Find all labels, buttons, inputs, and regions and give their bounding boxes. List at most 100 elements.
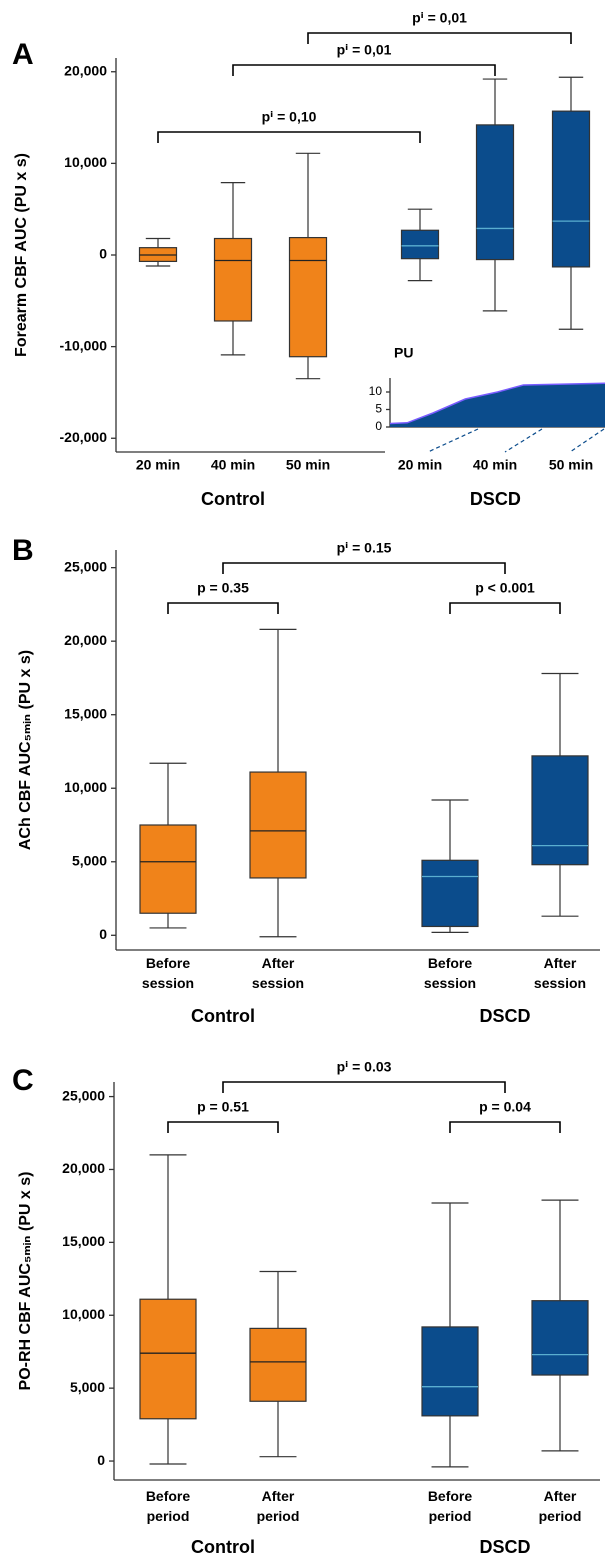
box — [138, 237, 178, 267]
group-label: DSCD — [479, 1537, 530, 1557]
connector — [504, 428, 543, 453]
box-body — [551, 110, 591, 268]
x-tick-label: After period — [539, 1488, 582, 1524]
y-axis-label: ACh CBF AUC₅ₘᵢₙ (PU x s) — [17, 650, 34, 850]
x-tick-label: Before period — [428, 1488, 473, 1524]
y-tick-label: 15,000 — [62, 1233, 105, 1249]
y-tick-label: 15,000 — [64, 705, 107, 721]
y-tick-label: 0 — [99, 926, 107, 942]
y-tick-label: 25,000 — [62, 1087, 105, 1103]
group-label: Control — [201, 489, 265, 509]
significance-bracket — [222, 1081, 506, 1093]
y-tick-label: 10,000 — [62, 1306, 105, 1322]
significance-bracket — [232, 64, 496, 76]
y-axis-label: PO-RH CBF AUC₅ₘᵢₙ (PU x s) — [17, 1172, 34, 1391]
x-tick-label: After session — [252, 955, 304, 991]
x-tick-label: 20 min — [136, 457, 180, 473]
inset-connectors — [427, 428, 605, 453]
significance-bracket — [167, 602, 279, 614]
panel-letter: A — [12, 38, 34, 71]
group-label: DSCD — [479, 1006, 530, 1026]
p-value-label: pⁱ = 0,01 — [412, 10, 467, 26]
p-value-label: pⁱ = 0.15 — [337, 540, 392, 556]
box — [288, 152, 328, 380]
box — [475, 78, 515, 312]
y-tick-label: 5,000 — [70, 1379, 105, 1395]
y-tick-label: 25,000 — [64, 558, 107, 574]
inset-y-tick-label: 0 — [375, 419, 382, 433]
x-tick-label: 50 min — [549, 457, 593, 473]
box-body — [213, 237, 253, 322]
inset-y-tick-label: 10 — [369, 384, 383, 398]
box-body — [421, 859, 479, 928]
box — [531, 1199, 589, 1452]
p-value-label: p < 0.001 — [475, 580, 535, 596]
box — [249, 628, 307, 938]
significance-bracket — [307, 32, 572, 44]
y-tick-label: 20,000 — [64, 62, 107, 78]
p-value-label: p = 0.35 — [197, 580, 249, 596]
x-tick-label: 50 min — [286, 457, 330, 473]
box-body — [421, 1326, 479, 1417]
x-tick-label: After session — [534, 955, 586, 991]
significance-bracket — [449, 602, 561, 614]
group-label: Control — [191, 1006, 255, 1026]
box — [139, 762, 197, 929]
x-tick-label: 40 min — [473, 457, 517, 473]
box-body — [400, 229, 440, 260]
y-tick-label: -10,000 — [60, 337, 108, 353]
significance-bracket — [157, 131, 421, 143]
box — [139, 1154, 197, 1465]
y-tick-label: 0 — [99, 246, 107, 262]
x-tick-label: 20 min — [398, 457, 442, 473]
p-value-label: pⁱ = 0,10 — [262, 109, 317, 125]
significance-bracket — [222, 562, 506, 574]
p-value-label: pⁱ = 0,01 — [337, 42, 392, 58]
panel-letter: C — [12, 1064, 34, 1097]
box — [400, 208, 440, 282]
inset-area — [390, 383, 605, 427]
p-value-label: pⁱ = 0.03 — [337, 1059, 392, 1075]
p-value-label: p = 0.04 — [479, 1099, 531, 1115]
y-tick-label: 10,000 — [64, 154, 107, 170]
box-body — [139, 1298, 197, 1420]
inset-y-tick-label: 5 — [375, 402, 382, 416]
box-body — [288, 236, 328, 358]
y-tick-label: 10,000 — [64, 779, 107, 795]
box — [249, 1270, 307, 1458]
y-tick-label: 0 — [97, 1452, 105, 1468]
x-tick-label: Before period — [146, 1488, 191, 1524]
x-tick-label: 40 min — [211, 457, 255, 473]
connector — [427, 428, 479, 453]
x-tick-label: After period — [257, 1488, 300, 1524]
inset-y-label: PU — [394, 345, 413, 361]
group-label: DSCD — [470, 489, 521, 509]
box-body — [249, 771, 307, 879]
connector — [569, 428, 605, 453]
inset-line — [389, 382, 606, 425]
p-value-label: p = 0.51 — [197, 1099, 249, 1115]
y-axis-label: Forearm CBF AUC (PU x s) — [13, 153, 30, 357]
x-tick-label: Before session — [142, 955, 194, 991]
significance-bracket — [167, 1121, 279, 1133]
box — [421, 799, 479, 933]
box — [531, 672, 589, 917]
significance-bracket — [449, 1121, 561, 1133]
y-tick-label: 5,000 — [72, 852, 107, 868]
box-body — [475, 124, 515, 261]
y-tick-label: -20,000 — [60, 429, 108, 445]
box-body — [139, 824, 197, 914]
x-tick-label: Before session — [424, 955, 476, 991]
box — [421, 1202, 479, 1468]
y-tick-label: 20,000 — [64, 632, 107, 648]
box-body — [531, 755, 589, 866]
y-tick-label: 20,000 — [62, 1160, 105, 1176]
box — [551, 76, 591, 330]
box-body — [249, 1327, 307, 1402]
panel-letter: B — [12, 534, 34, 567]
box-body — [531, 1300, 589, 1376]
group-label: Control — [191, 1537, 255, 1557]
box — [213, 182, 253, 356]
